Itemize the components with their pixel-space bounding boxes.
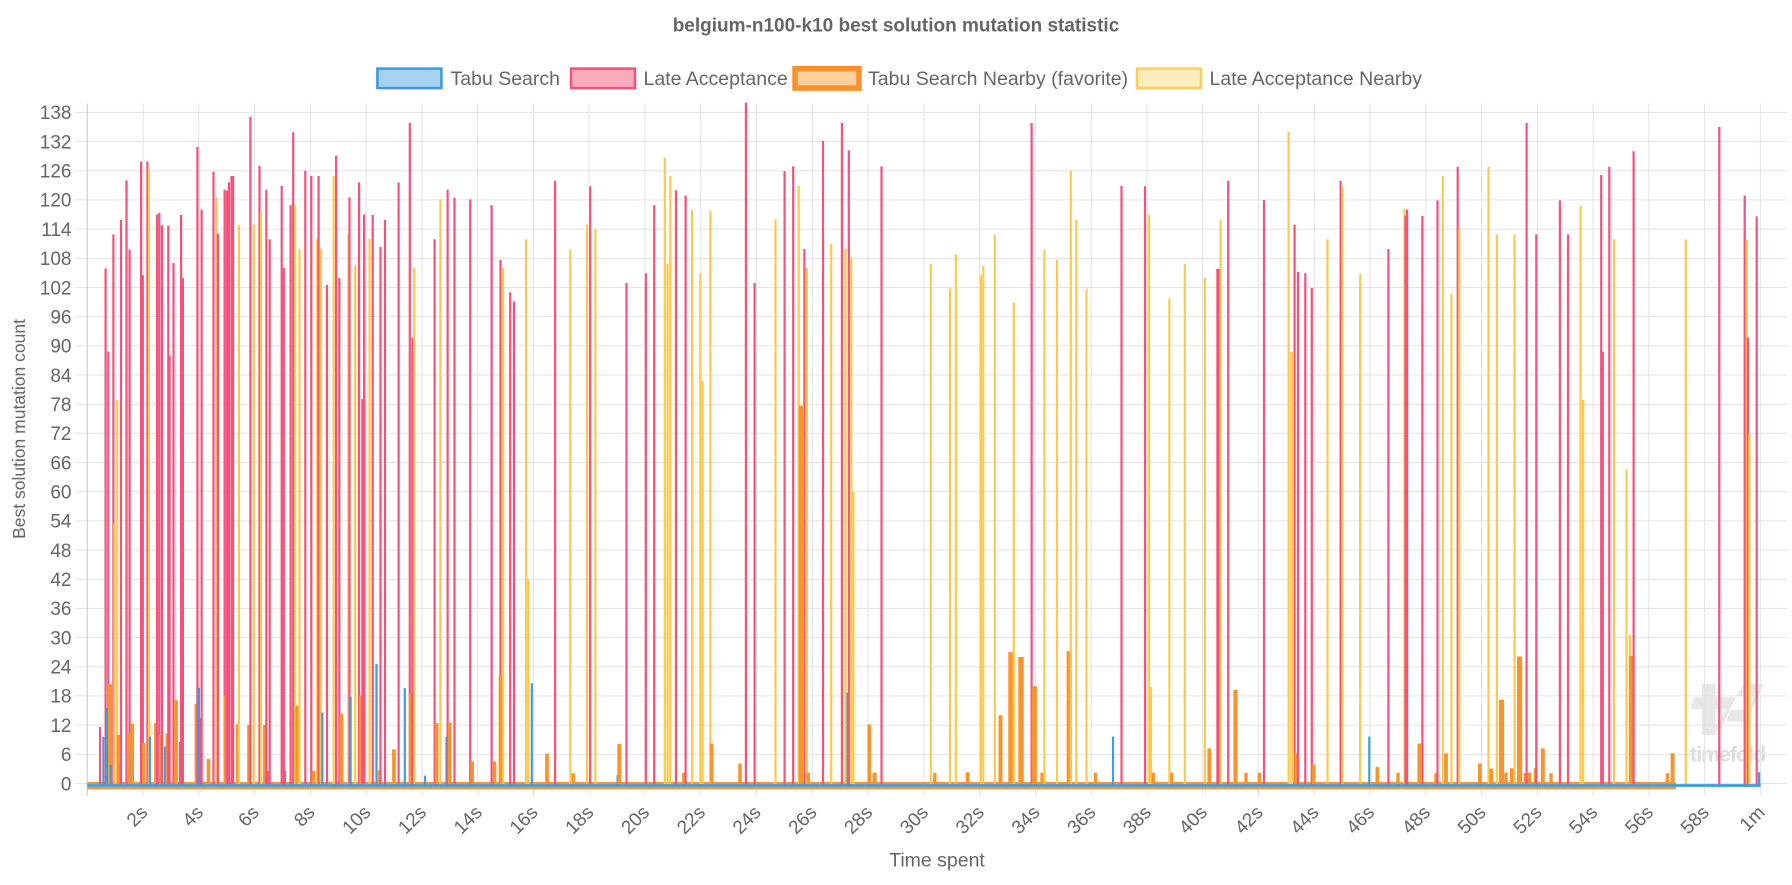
svg-text:126: 126 [40,162,72,183]
svg-text:114: 114 [41,220,72,241]
svg-text:36: 36 [50,599,71,620]
svg-text:78: 78 [50,395,71,416]
svg-text:138: 138 [40,103,72,124]
svg-text:0: 0 [61,774,72,795]
svg-text:96: 96 [50,307,71,328]
svg-text:24: 24 [50,658,72,679]
svg-text:6: 6 [61,745,72,766]
svg-text:timefold: timefold [1690,744,1765,767]
svg-text:12: 12 [50,716,71,737]
svg-text:Tabu Search Nearby (favorite): Tabu Search Nearby (favorite) [868,68,1128,90]
svg-text:72: 72 [50,424,71,445]
svg-text:Late Acceptance: Late Acceptance [644,68,788,90]
svg-text:66: 66 [50,453,71,474]
svg-text:90: 90 [50,337,71,358]
svg-text:Tabu Search: Tabu Search [451,68,561,90]
svg-text:102: 102 [40,278,72,299]
svg-text:84: 84 [50,366,72,387]
svg-text:120: 120 [40,191,72,212]
svg-text:60: 60 [50,483,71,504]
svg-text:108: 108 [40,249,72,270]
svg-text:Best solution mutation count: Best solution mutation count [9,319,29,539]
svg-text:30: 30 [50,628,71,649]
svg-text:belgium-n100-k10 best solution: belgium-n100-k10 best solution mutation … [673,16,1120,37]
svg-text:54: 54 [50,512,72,533]
svg-text:132: 132 [40,132,72,153]
svg-text:18: 18 [50,687,71,708]
svg-text:Late Acceptance Nearby: Late Acceptance Nearby [1210,68,1423,90]
svg-text:42: 42 [50,570,71,591]
svg-text:48: 48 [50,541,71,562]
svg-text:Time spent: Time spent [889,850,985,872]
